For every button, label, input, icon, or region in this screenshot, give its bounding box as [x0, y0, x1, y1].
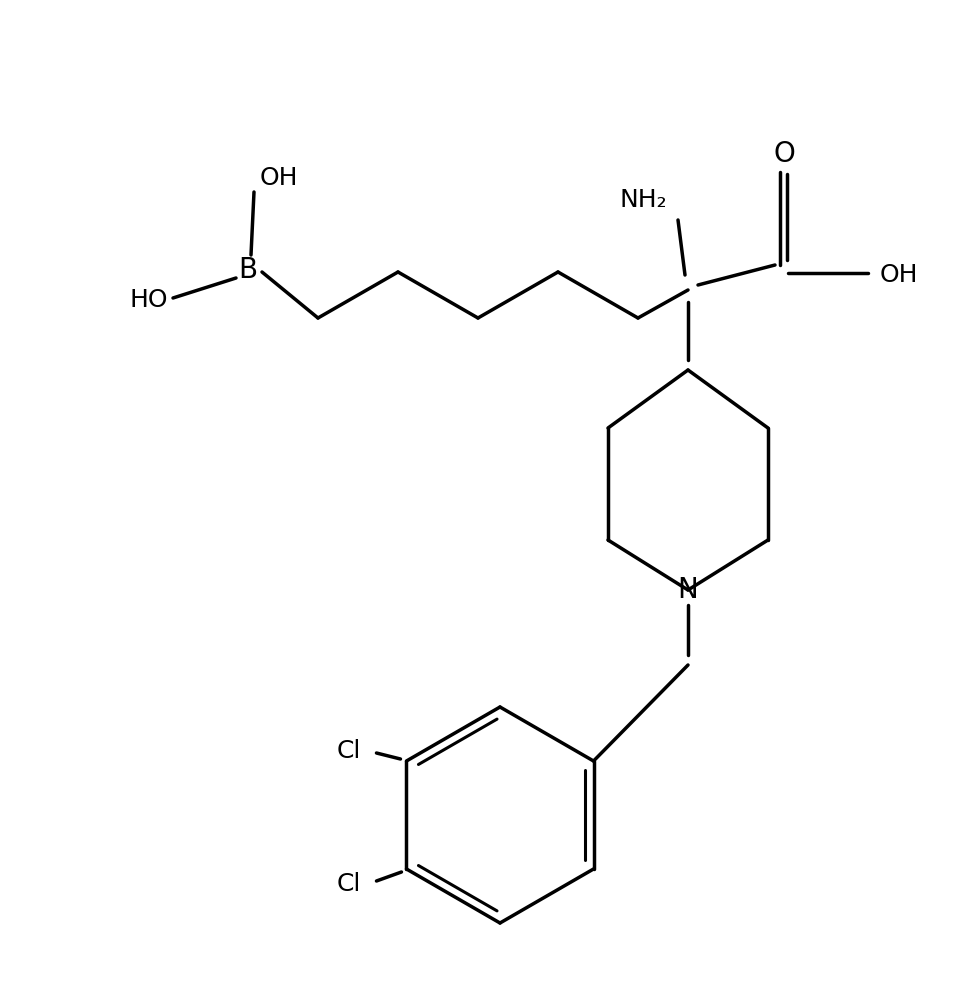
Text: N: N: [677, 576, 699, 604]
Text: OH: OH: [260, 166, 299, 190]
Text: B: B: [238, 256, 258, 284]
Text: OH: OH: [880, 263, 918, 287]
Text: HO: HO: [130, 288, 169, 312]
Text: Cl: Cl: [337, 872, 361, 896]
Text: Cl: Cl: [337, 739, 361, 763]
Text: O: O: [773, 140, 794, 168]
Text: NH₂: NH₂: [619, 188, 667, 212]
